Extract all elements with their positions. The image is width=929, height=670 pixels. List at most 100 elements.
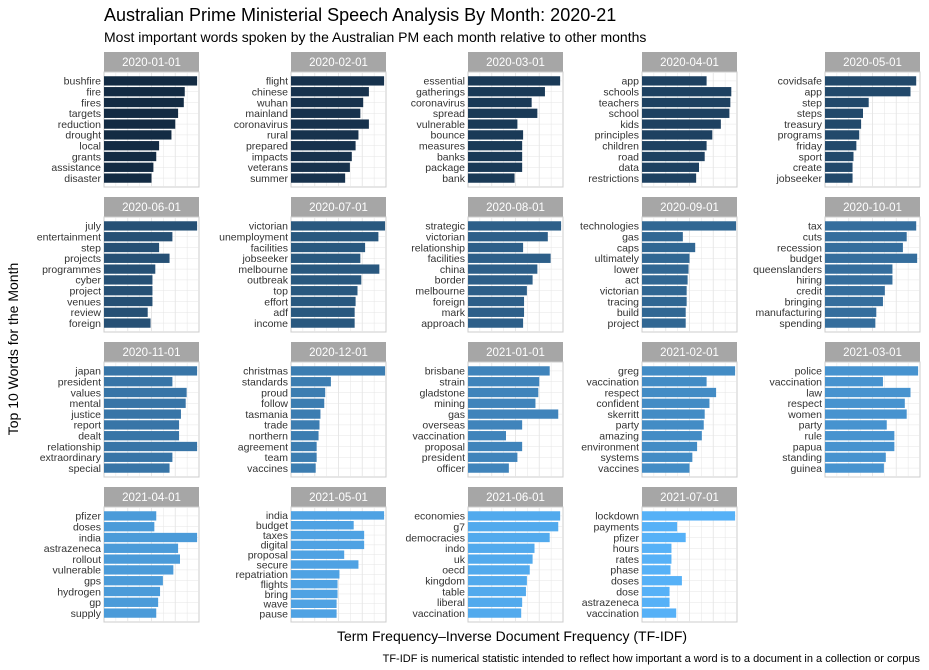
tfidf-bar	[468, 242, 524, 253]
tfidf-bar	[468, 409, 559, 419]
word-label: brisbane	[425, 366, 465, 378]
facet-strip	[825, 52, 920, 72]
word-label: northern	[249, 431, 288, 443]
word-label: gps	[84, 576, 101, 588]
word-label: hours	[613, 543, 639, 555]
word-label: programs	[778, 130, 822, 142]
tfidf-bar	[291, 151, 352, 162]
facet-strip-label: 2021-02-01	[660, 347, 719, 359]
tfidf-bar	[104, 162, 154, 172]
word-label: lower	[614, 264, 640, 276]
word-label: act	[625, 275, 639, 287]
word-label: follow	[261, 398, 288, 410]
word-label: amazing	[599, 431, 639, 443]
tfidf-bar	[291, 570, 340, 579]
word-label: vaccination	[412, 608, 465, 620]
word-label: trade	[264, 420, 288, 432]
tfidf-bar	[825, 76, 917, 86]
word-label: top	[273, 286, 288, 298]
word-label: adf	[273, 307, 288, 319]
word-label: report	[74, 420, 102, 432]
facet-panel: 2020-12-01christmasstandardsproudfollowt…	[238, 342, 387, 478]
facet-strip	[468, 52, 563, 72]
word-label: supply	[71, 608, 102, 620]
word-label: effort	[264, 296, 288, 308]
tfidf-bar	[291, 130, 359, 140]
tfidf-bar	[104, 264, 156, 274]
tfidf-bar	[291, 264, 380, 274]
word-label: data	[619, 162, 640, 174]
word-label: banks	[437, 151, 465, 163]
word-label: payments	[593, 522, 639, 534]
tfidf-bar	[642, 387, 717, 398]
tfidf-bar	[468, 565, 530, 575]
word-label: strain	[439, 377, 465, 389]
facet-strip-label: 2020-05-01	[843, 57, 902, 69]
word-label: wuhan	[256, 97, 288, 109]
word-label: guinea	[790, 463, 822, 475]
tfidf-bar	[291, 599, 337, 608]
tfidf-bar	[291, 560, 359, 569]
tfidf-bar	[104, 554, 180, 564]
facet-strip	[104, 342, 199, 362]
word-label: budget	[256, 520, 288, 532]
tfidf-bar	[642, 543, 672, 553]
tfidf-bar	[468, 543, 535, 553]
word-label: vaccines	[247, 463, 288, 475]
tfidf-bar	[468, 511, 561, 521]
word-label: astrazeneca	[44, 543, 101, 555]
word-label: pause	[259, 608, 288, 620]
tfidf-bar	[104, 576, 163, 586]
tfidf-bar	[104, 130, 172, 140]
tfidf-bar	[468, 108, 538, 118]
word-label: indo	[445, 543, 465, 555]
tfidf-bar	[104, 387, 187, 398]
word-label: vaccination	[586, 377, 639, 389]
facet-strip-label: 2020-08-01	[486, 202, 545, 214]
tfidf-bar	[104, 522, 155, 532]
tfidf-bar	[104, 543, 179, 553]
tfidf-bar	[104, 119, 176, 129]
tfidf-bar	[825, 108, 863, 118]
word-label: programmes	[42, 264, 101, 276]
word-label: team	[265, 452, 289, 464]
word-label: essential	[424, 76, 465, 88]
tfidf-bar	[468, 586, 526, 597]
tfidf-bar	[468, 141, 523, 151]
tfidf-bar	[642, 130, 713, 140]
word-label: border	[435, 275, 466, 287]
tfidf-bar	[291, 579, 338, 589]
facet-strip	[104, 52, 199, 72]
word-label: children	[602, 141, 639, 153]
word-label: budget	[790, 253, 822, 265]
facet-strip	[291, 197, 386, 217]
word-label: uk	[454, 554, 466, 566]
tfidf-bar	[642, 173, 697, 183]
word-label: treasury	[784, 119, 823, 131]
word-label: venues	[67, 296, 101, 308]
word-label: fires	[81, 97, 101, 109]
tfidf-bar	[642, 275, 688, 285]
tfidf-bar	[642, 318, 686, 328]
word-label: gas	[622, 232, 639, 244]
word-label: law	[806, 387, 822, 399]
tfidf-bar	[642, 141, 707, 151]
tfidf-bar	[291, 387, 326, 398]
tfidf-bar	[291, 398, 325, 408]
word-label: credit	[796, 286, 822, 298]
word-label: projects	[64, 253, 101, 265]
word-label: gladstone	[419, 387, 465, 399]
tfidf-bar	[825, 87, 911, 97]
word-label: covidsafe	[778, 76, 823, 88]
tfidf-bar	[104, 141, 160, 151]
word-label: liberal	[437, 597, 465, 609]
tfidf-bar	[825, 387, 911, 398]
tfidf-bar	[468, 264, 538, 274]
word-label: relationship	[47, 441, 101, 453]
facet-panel: 2020-03-01 essentialgatheringscoronavirus…	[411, 52, 564, 188]
facet-strip-label: 2020-07-01	[309, 202, 368, 214]
tfidf-bar	[642, 511, 736, 521]
chart-caption: TF-IDF is numerical statistic intended t…	[383, 653, 921, 665]
word-label: mental	[69, 398, 101, 410]
tfidf-bar	[642, 554, 672, 564]
